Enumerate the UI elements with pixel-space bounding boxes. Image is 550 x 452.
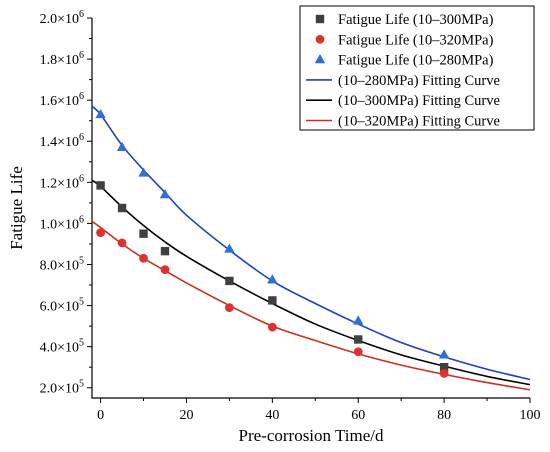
data-point-circle-3 xyxy=(160,265,170,275)
data-point-circle-6 xyxy=(353,347,363,357)
x-tick-label: 40 xyxy=(265,408,279,423)
y-tick-label: 1.2×106 xyxy=(40,173,84,191)
data-point-triangle-4 xyxy=(224,243,235,253)
legend-marker-circle xyxy=(315,34,325,44)
fitting-curves xyxy=(91,105,531,391)
x-tick-label: 80 xyxy=(437,408,451,423)
data-point-circle-1 xyxy=(117,238,127,248)
plot-frame xyxy=(91,18,530,399)
y-tick-label: 1.8×106 xyxy=(40,50,84,68)
data-point-square-5 xyxy=(268,296,277,305)
legend: Fatigue Life (10–300MPa) Fatigue Life (10… xyxy=(299,5,535,131)
data-point-triangle-0 xyxy=(95,108,106,119)
data-point-circle-7 xyxy=(439,368,449,378)
y-tick-label: 4.0×105 xyxy=(40,338,84,356)
legend-label: (10–320MPa) Fitting Curve xyxy=(338,114,500,130)
data-point-square-2 xyxy=(139,229,148,238)
data-point-circle-4 xyxy=(225,303,234,313)
data-point-square-0 xyxy=(96,181,105,190)
data-point-square-6 xyxy=(354,335,363,344)
data-point-square-1 xyxy=(117,203,127,213)
legend-label: (10–280MPa) Fitting Curve xyxy=(338,73,500,89)
x-axis-ticks: 0 20 40 60 80 100 xyxy=(97,398,541,423)
data-point-triangle-7 xyxy=(438,349,450,359)
x-tick-label: 20 xyxy=(179,408,193,423)
y-tick-label: 2.0×105 xyxy=(40,379,84,397)
y-tick-label: 1.6×106 xyxy=(40,91,84,109)
y-tick-label: 2.0×106 xyxy=(40,9,84,27)
data-point-square-4 xyxy=(225,276,234,286)
legend-marker-triangle xyxy=(314,54,326,64)
x-tick-label: 60 xyxy=(351,408,365,423)
legend-box xyxy=(299,5,535,131)
data-point-triangle-3 xyxy=(159,189,171,199)
y-tick-label: 1.4×106 xyxy=(40,132,84,150)
fitting-curve-4 xyxy=(91,179,531,386)
y-axis-ticks: 2.0×105 4.0×105 6.0×105 8.0×105 1.0×106 1.2×1… xyxy=(40,9,92,397)
data-points xyxy=(95,108,450,378)
x-axis-title: Pre-corrosion Time/d xyxy=(239,426,384,445)
data-point-square-7 xyxy=(439,362,449,372)
x-tick-label: 100 xyxy=(520,408,541,423)
data-point-circle-2 xyxy=(139,253,148,263)
y-axis-title: Fatigue Life xyxy=(7,166,26,250)
x-tick-label: 0 xyxy=(97,408,104,423)
data-point-triangle-2 xyxy=(138,167,149,177)
data-point-triangle-1 xyxy=(116,141,128,152)
legend-label: (10–300MPa) Fitting Curve xyxy=(338,93,500,109)
data-point-triangle-6 xyxy=(353,315,364,325)
y-tick-label: 1.0×106 xyxy=(40,214,84,232)
y-tick-label: 6.0×105 xyxy=(40,297,84,315)
legend-label: Fatigue Life (10–320MPa) xyxy=(338,32,494,48)
data-point-triangle-5 xyxy=(267,274,278,284)
data-point-circle-0 xyxy=(96,228,105,238)
data-point-circle-5 xyxy=(267,322,277,332)
y-tick-label: 8.0×105 xyxy=(40,255,84,273)
legend-marker-square xyxy=(315,14,325,24)
legend-label: Fatigue Life (10–300MPa) xyxy=(338,12,494,28)
data-point-square-3 xyxy=(160,246,170,256)
fitting-curve-5 xyxy=(91,220,531,391)
plot-area xyxy=(91,18,530,399)
legend-label: Fatigue Life (10–280MPa) xyxy=(338,53,494,69)
